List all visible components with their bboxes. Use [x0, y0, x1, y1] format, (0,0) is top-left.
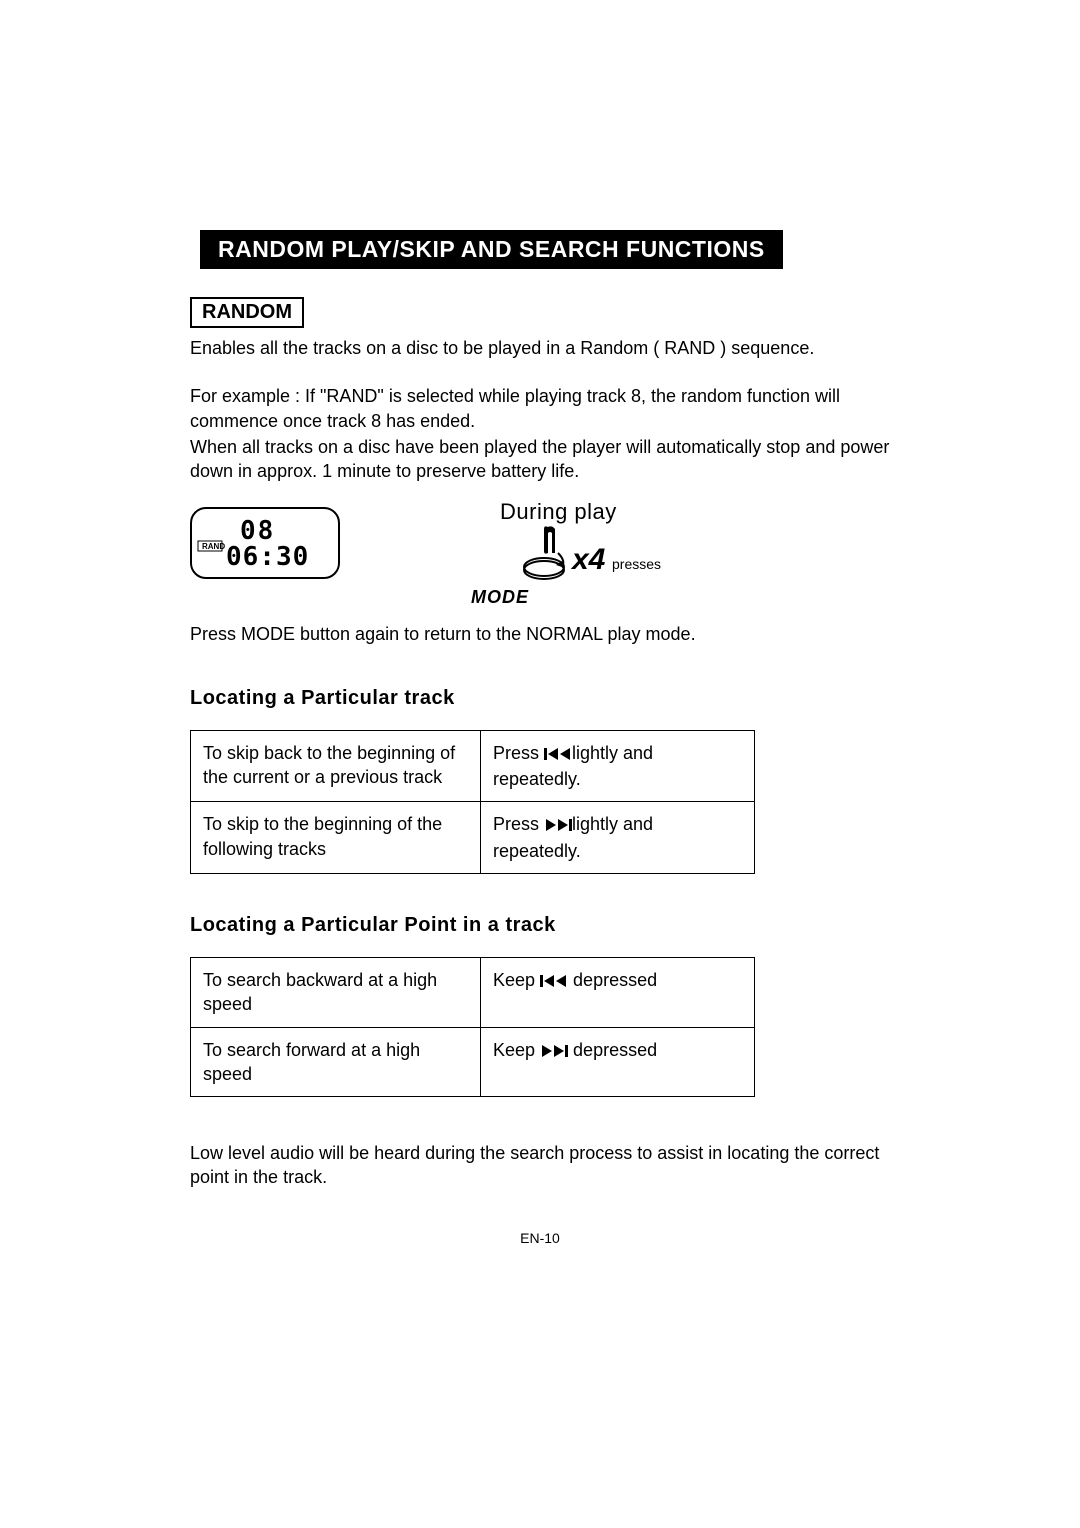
skip-next-icon — [540, 1040, 568, 1064]
section1-heading: Locating a Particular track — [190, 687, 890, 710]
lcd-display: RAND 08 06:30 — [190, 507, 340, 579]
cell-text-pre: Keep — [493, 970, 540, 990]
mode-label: MODE — [440, 587, 560, 608]
random-heading: RANDOM — [190, 297, 304, 328]
lcd-svg: RAND 08 06:30 — [192, 509, 338, 577]
page-title-banner: RANDOM PLAY/SKIP AND SEARCH FUNCTIONS — [200, 230, 783, 269]
svg-text:06:30: 06:30 — [226, 542, 309, 572]
cell-left: To search backward at a high speed — [191, 957, 481, 1027]
cell-text-post: depressed — [568, 1040, 657, 1060]
cell-text-pre: Press — [493, 814, 544, 834]
section2-heading: Locating a Particular Point in a track — [190, 914, 890, 937]
cell-text-pre: Press — [493, 743, 544, 763]
table-row: To search forward at a high speed Keep d… — [191, 1027, 755, 1097]
skip-prev-icon — [544, 743, 572, 767]
finger-press-icon: x4 presses — [500, 525, 670, 585]
cell-left: To skip to the beginning of the followin… — [191, 802, 481, 874]
page-number: EN-10 — [190, 1230, 890, 1246]
section2-footnote: Low level audio will be heard during the… — [190, 1141, 890, 1190]
cell-right: Keep depressed — [481, 1027, 755, 1097]
locate-track-table: To skip back to the beginning of the cur… — [190, 730, 755, 874]
random-p2a: For example : If "RAND" is selected whil… — [190, 384, 890, 433]
table-row: To search backward at a high speed Keep … — [191, 957, 755, 1027]
cell-left: To skip back to the beginning of the cur… — [191, 730, 481, 802]
cell-right: Press lightly and repeatedly. — [481, 730, 755, 802]
cell-left: To search forward at a high speed — [191, 1027, 481, 1097]
table-row: To skip to the beginning of the followin… — [191, 802, 755, 874]
illustration-row: RAND 08 06:30 During play x4 presses — [190, 499, 890, 608]
cell-right: Press lightly and repeatedly. — [481, 802, 755, 874]
random-p1: Enables all the tracks on a disc to be p… — [190, 336, 890, 360]
cell-right: Keep depressed — [481, 957, 755, 1027]
cell-text-pre: Keep — [493, 1040, 540, 1060]
random-p3: Press MODE button again to return to the… — [190, 622, 890, 646]
locate-point-table: To search backward at a high speed Keep … — [190, 957, 755, 1097]
table-row: To skip back to the beginning of the cur… — [191, 730, 755, 802]
svg-text:presses: presses — [612, 556, 661, 572]
skip-prev-icon — [540, 970, 568, 994]
mode-press-illustration: During play x4 presses MODE — [500, 499, 680, 608]
svg-text:x4: x4 — [570, 543, 606, 576]
cell-text-post: depressed — [568, 970, 657, 990]
during-play-label: During play — [500, 499, 680, 525]
random-p2b: When all tracks on a disc have been play… — [190, 435, 890, 484]
page: RANDOM PLAY/SKIP AND SEARCH FUNCTIONS RA… — [190, 230, 890, 1246]
skip-next-icon — [544, 814, 572, 838]
